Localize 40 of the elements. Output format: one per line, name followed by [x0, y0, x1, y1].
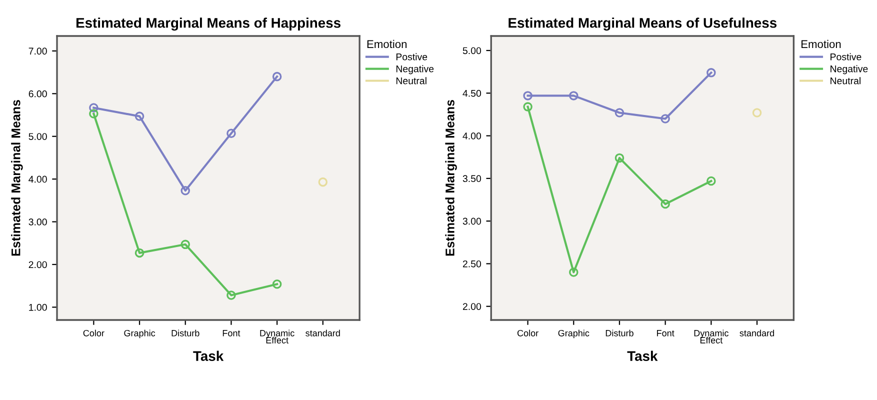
y-tick-label: 5.00 — [28, 133, 47, 140]
x-tick-label: Font — [222, 330, 240, 336]
x-tick-label: Disturb — [172, 330, 200, 336]
x-tick-label: Color — [517, 330, 538, 336]
x-tick-label: standard — [740, 330, 774, 336]
y-tick-label: 6.00 — [28, 90, 47, 98]
chart-title: Estimated Marginal Means of Usefulness — [508, 18, 777, 31]
legend-label: Postive — [830, 53, 862, 60]
legend-label: Negative — [396, 65, 434, 74]
y-tick-label: 5.00 — [462, 47, 482, 54]
x-tick-label: Graphic — [124, 330, 156, 338]
y-tick-label: 4.50 — [462, 90, 482, 97]
y-tick-label: 4.00 — [28, 176, 47, 183]
y-tick-label: 3.50 — [462, 175, 482, 182]
y-tick-label: 4.00 — [462, 132, 482, 140]
legend-label: Neutral — [396, 77, 426, 84]
x-tick-label: Graphic — [558, 330, 590, 338]
y-tick-label: 7.00 — [28, 48, 47, 55]
x-tick-label: standard — [306, 330, 340, 336]
legend-title: Emotion — [802, 40, 841, 48]
x-tick-label: Color — [83, 330, 104, 336]
chart-title: Estimated Marginal Means of Happiness — [76, 18, 340, 31]
y-tick-label: 2.00 — [462, 303, 482, 310]
x-axis-title: Task — [193, 350, 224, 361]
legend-title: Emotion — [367, 40, 407, 48]
y-axis-title: Estimated Marginal Means — [11, 100, 23, 256]
legend-label: Postive — [396, 53, 428, 60]
y-tick-label: 1.00 — [29, 304, 47, 311]
x-tick-label: Disturb — [606, 330, 634, 336]
y-tick-label: 3.00 — [462, 218, 482, 225]
legend-label: Neutral — [830, 77, 860, 84]
x-tick-label: Font — [657, 330, 674, 336]
x-tick-label: Dynamic Effect — [260, 330, 294, 344]
x-axis-title: Task — [627, 350, 658, 361]
x-tick-label: Dynamic Effect — [694, 330, 728, 344]
y-tick-label: 2.00 — [28, 261, 47, 268]
legend-label: Negative — [830, 65, 868, 74]
y-axis-title: Estimated Marginal Means — [445, 100, 457, 256]
y-tick-label: 2.50 — [462, 260, 482, 268]
y-tick-label: 3.00 — [28, 218, 47, 226]
